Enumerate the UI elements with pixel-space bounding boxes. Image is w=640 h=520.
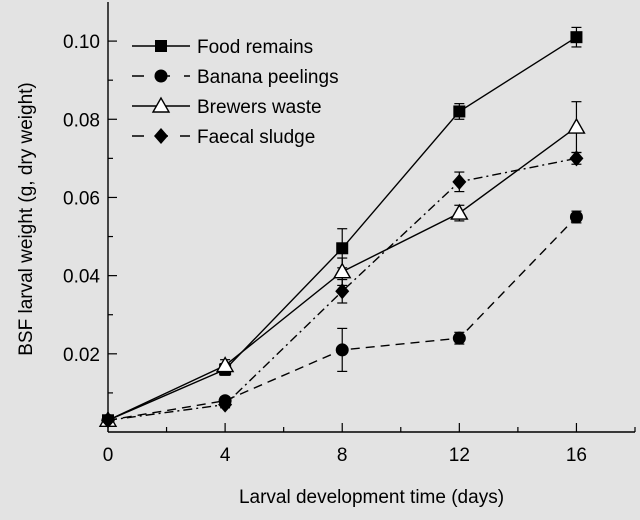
x-tick-label: 8	[337, 445, 348, 466]
legend-entry: Brewers waste	[132, 96, 322, 118]
legend-label: Banana peelings	[197, 67, 339, 88]
y-tick-label: 0.10	[63, 32, 100, 53]
legend-label: Brewers waste	[197, 97, 322, 118]
data-point	[101, 412, 115, 429]
data-point	[567, 117, 586, 134]
data-point	[333, 262, 352, 279]
plot-axes: 0 4 8 12 16 0.02 0.04 0.06 0.08 0.10	[63, 2, 636, 466]
y-tick-label: 0.08	[63, 110, 100, 131]
data-point	[335, 343, 349, 357]
legend: Food remains Banana peelings Brewers waste…	[132, 37, 339, 148]
legend-marker	[155, 40, 167, 52]
legend-entry: Banana peelings	[132, 67, 339, 88]
x-tick-label: 16	[566, 445, 587, 466]
data-point	[336, 242, 349, 255]
y-tick-label: 0.02	[63, 345, 100, 366]
data-point	[335, 283, 350, 300]
legend-label: Faecal sludge	[197, 127, 315, 148]
series-layer	[98, 26, 586, 429]
data-point	[452, 331, 466, 345]
legend-marker	[151, 96, 171, 113]
legend-entry: Food remains	[132, 37, 313, 58]
x-tick-label: 0	[103, 445, 114, 466]
legend-label: Food remains	[197, 37, 313, 58]
data-point	[453, 105, 466, 118]
legend-entry: Faecal sludge	[132, 127, 315, 148]
y-axis-title: BSF larval weight (g, dry weight)	[16, 82, 37, 356]
data-point	[570, 31, 583, 44]
legend-marker	[154, 128, 168, 144]
data-point	[569, 150, 584, 167]
x-tick-label: 12	[449, 445, 470, 466]
y-tick-label: 0.06	[63, 188, 100, 209]
data-point	[218, 396, 233, 413]
series-brewers-waste	[98, 101, 586, 427]
series-line	[107, 157, 577, 421]
series-faecal-sludge	[101, 150, 584, 429]
x-tick-label: 4	[220, 445, 231, 466]
y-tick-label: 0.04	[63, 267, 100, 288]
data-point	[215, 356, 235, 373]
data-point	[450, 203, 469, 220]
x-axis-title: Larval development time (days)	[239, 487, 504, 508]
data-point	[452, 173, 467, 190]
legend-marker	[154, 69, 168, 83]
data-point	[569, 210, 583, 224]
